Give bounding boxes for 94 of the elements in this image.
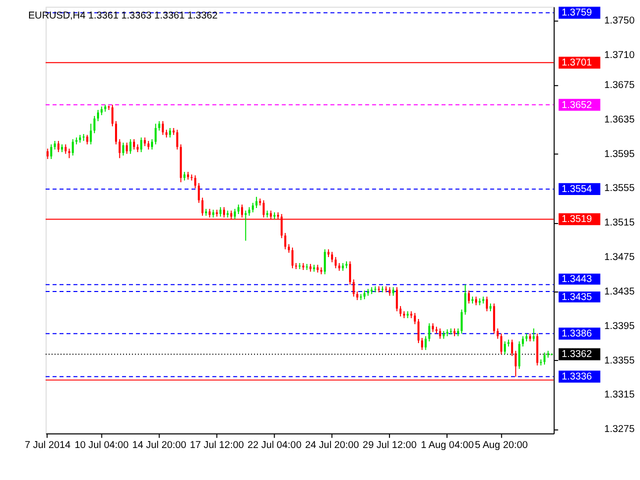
candlestick bbox=[396, 286, 398, 312]
candlestick bbox=[158, 120, 160, 132]
candlestick bbox=[72, 138, 74, 156]
y-tick-label: 1.3675 bbox=[604, 80, 636, 91]
candlestick bbox=[68, 148, 70, 159]
candlestick bbox=[151, 138, 154, 150]
candlestick bbox=[486, 296, 488, 312]
candlestick bbox=[496, 328, 499, 340]
candlestick bbox=[414, 312, 416, 325]
candlestick bbox=[237, 204, 240, 215]
candlestick bbox=[201, 197, 204, 216]
candlestick bbox=[140, 136, 142, 153]
candlestick bbox=[162, 120, 164, 136]
candlestick bbox=[255, 196, 258, 209]
candlestick bbox=[198, 182, 200, 204]
candlestick bbox=[543, 352, 546, 366]
ref-line-label: 1.3362 bbox=[562, 349, 592, 360]
ref-line-label: 1.3336 bbox=[562, 372, 592, 383]
y-tick-label: 1.3750 bbox=[604, 15, 636, 26]
candlestick bbox=[244, 210, 247, 242]
candlestick bbox=[176, 129, 178, 150]
candlestick bbox=[46, 148, 49, 160]
candlestick bbox=[399, 306, 402, 317]
candlestick bbox=[234, 208, 236, 220]
chart-title: EURUSD,H4 1.3361 1.3363 1.3361 1.3362 bbox=[28, 10, 218, 22]
x-tick-label: 7 Jul 2014 bbox=[24, 440, 71, 451]
candlestick bbox=[57, 140, 60, 153]
candlestick bbox=[417, 318, 420, 344]
x-tick-label: 17 Jul 12:00 bbox=[190, 440, 244, 451]
candlestick bbox=[324, 248, 326, 275]
candlestick bbox=[284, 232, 286, 250]
ref-line-label: 1.3652 bbox=[562, 100, 592, 111]
ref-line-label: 1.3701 bbox=[562, 58, 592, 69]
candlestick bbox=[291, 247, 294, 269]
candlestick bbox=[154, 123, 157, 145]
y-tick-label: 1.3315 bbox=[604, 390, 636, 401]
candlestick bbox=[111, 104, 114, 127]
candlestick bbox=[115, 120, 118, 145]
y-tick-label: 1.3435 bbox=[604, 286, 636, 298]
candlestick bbox=[421, 337, 424, 350]
candlestick bbox=[169, 128, 172, 138]
ref-line-label: 1.3443 bbox=[562, 274, 592, 286]
candlestick bbox=[522, 336, 524, 348]
ref-line-label: 1.3759 bbox=[562, 8, 592, 19]
ref-line-label: 1.3554 bbox=[562, 184, 592, 196]
x-tick-label: 5 Aug 20:00 bbox=[474, 440, 528, 451]
candlestick bbox=[86, 134, 88, 145]
candlestick bbox=[460, 309, 463, 334]
ref-line-label: 1.3386 bbox=[562, 328, 592, 340]
candlestick bbox=[64, 144, 67, 154]
candlestick bbox=[50, 144, 52, 160]
candlestick bbox=[93, 115, 96, 134]
x-tick-label: 24 Jul 20:00 bbox=[305, 440, 360, 451]
candlestick bbox=[133, 138, 136, 150]
candlestick bbox=[352, 278, 355, 298]
candlestick bbox=[514, 350, 517, 378]
candlestick bbox=[126, 142, 128, 154]
candlestick bbox=[331, 251, 334, 263]
y-tick-label: 1.3355 bbox=[604, 355, 636, 366]
x-tick-label: 1 Aug 04:00 bbox=[420, 440, 474, 451]
candlestick bbox=[518, 340, 520, 370]
candlestick bbox=[97, 109, 100, 122]
y-tick-label: 1.3595 bbox=[604, 148, 636, 160]
y-tick-label: 1.3515 bbox=[604, 218, 636, 229]
x-tick-label: 22 Jul 04:00 bbox=[247, 440, 302, 451]
x-tick-label: 14 Jul 20:00 bbox=[132, 440, 187, 451]
candlestick bbox=[118, 138, 121, 159]
candlestick bbox=[194, 174, 196, 189]
y-tick-label: 1.3395 bbox=[604, 320, 636, 332]
candlestick bbox=[424, 336, 427, 350]
x-tick-label: 10 Jul 04:00 bbox=[74, 440, 130, 451]
candlestick bbox=[532, 328, 535, 342]
candlestick bbox=[349, 260, 352, 286]
candlestick bbox=[129, 138, 132, 154]
candlestick bbox=[122, 142, 124, 156]
y-tick-label: 1.3275 bbox=[604, 424, 636, 436]
candlestick bbox=[511, 339, 514, 356]
y-tick-label: 1.3710 bbox=[604, 50, 636, 61]
candlestick bbox=[334, 256, 337, 269]
x-tick-label: 29 Jul 12:00 bbox=[362, 440, 418, 451]
candlestick bbox=[504, 340, 506, 355]
candlestick bbox=[219, 206, 222, 218]
candlestick bbox=[500, 333, 502, 355]
y-tick-label: 1.3555 bbox=[604, 183, 636, 194]
candlestick bbox=[252, 202, 254, 213]
candlestick bbox=[464, 284, 466, 316]
candlestick bbox=[90, 123, 92, 145]
candlestick bbox=[468, 290, 470, 304]
candlestick bbox=[439, 328, 442, 340]
ref-line-label: 1.3435 bbox=[562, 292, 592, 303]
ref-line-label: 1.3519 bbox=[562, 214, 592, 226]
y-tick-label: 1.3635 bbox=[604, 114, 636, 126]
candlestick bbox=[428, 322, 430, 342]
y-tick-label: 1.3475 bbox=[604, 252, 636, 264]
